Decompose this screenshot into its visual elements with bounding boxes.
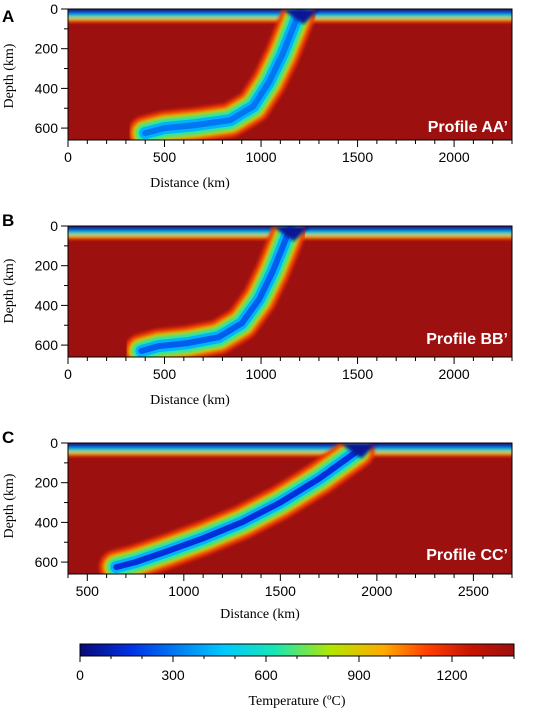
y-tick-label: 0 bbox=[50, 1, 58, 17]
slab bbox=[99, 443, 378, 574]
y-tick-label: 600 bbox=[35, 337, 59, 353]
colorbar-tick-label: 900 bbox=[347, 667, 371, 683]
x-tick-label: 1000 bbox=[245, 366, 276, 382]
x-tick-label: 0 bbox=[64, 149, 72, 165]
y-tick-label: 200 bbox=[35, 258, 59, 274]
trench-cold-wedge bbox=[281, 9, 320, 25]
y-tick-label: 600 bbox=[35, 554, 59, 570]
x-axis: 0 500 1000 1500 2000 bbox=[64, 357, 513, 382]
y-axis-label-c: Depth (km) bbox=[2, 473, 17, 538]
x-tick-label: 500 bbox=[153, 149, 177, 165]
y-tick-label: 400 bbox=[35, 80, 59, 96]
x-axis: 0 500 1000 1500 2000 bbox=[64, 140, 513, 165]
plot-c: 500 1000 1500 2000 2500 0 200 400 600 bbox=[35, 435, 513, 599]
heatmap-field bbox=[68, 226, 512, 357]
profile-label-b: Profile BB’ bbox=[426, 331, 508, 348]
plot-frame bbox=[67, 8, 513, 141]
slab bbox=[124, 226, 310, 357]
x-tick-label: 0 bbox=[64, 366, 72, 382]
y-axis: 0 200 400 600 bbox=[35, 1, 68, 136]
slab bbox=[128, 9, 320, 140]
x-axis-label-c: Distance (km) bbox=[220, 607, 300, 622]
y-tick-label: 0 bbox=[50, 435, 58, 451]
y-axis-label-b: Depth (km) bbox=[2, 258, 17, 323]
colorbar-tick-label: 0 bbox=[76, 667, 84, 683]
colorbar-tick-label: 1200 bbox=[436, 667, 467, 683]
x-tick-label: 2000 bbox=[439, 149, 470, 165]
lithosphere-band bbox=[68, 446, 512, 450]
colorbar: 0 300 600 900 1200 Temperature (ºC) bbox=[76, 643, 515, 709]
profile-label-c: Profile CC’ bbox=[426, 547, 508, 564]
heatmap-field bbox=[68, 443, 512, 574]
y-tick-label: 600 bbox=[35, 120, 59, 136]
profile-label-a: Profile AA’ bbox=[428, 119, 508, 136]
x-axis-label-b: Distance (km) bbox=[150, 393, 230, 408]
x-axis: 500 1000 1500 2000 2500 bbox=[67, 574, 513, 599]
panel-letter-a: A bbox=[2, 7, 14, 26]
slab-isotherm bbox=[142, 9, 303, 137]
colorbar-tick-label: 600 bbox=[254, 667, 278, 683]
y-tick-label: 200 bbox=[35, 41, 59, 57]
panel-letter-c: C bbox=[2, 428, 14, 447]
panel-c: C 500 1000 1500 2000 2500 0 200 400 600 Profile … bbox=[2, 428, 513, 622]
y-tick-label: 400 bbox=[35, 514, 59, 530]
colorbar-tick-label: 300 bbox=[161, 667, 185, 683]
colorbar-gradient bbox=[79, 643, 515, 657]
x-axis-label-a: Distance (km) bbox=[150, 176, 230, 191]
x-tick-label: 500 bbox=[153, 366, 177, 382]
slab-isotherm bbox=[138, 226, 293, 354]
panel-b: B 0 500 1000 1500 2000 0 200 400 600 Profile BB’… bbox=[2, 211, 513, 408]
lithosphere-band bbox=[68, 452, 512, 455]
lithosphere-band bbox=[68, 454, 512, 457]
trench-cold-wedge bbox=[339, 443, 378, 459]
lithosphere-layer bbox=[68, 443, 512, 457]
panel-letter-b: B bbox=[2, 211, 14, 230]
x-tick-label: 2000 bbox=[361, 583, 392, 599]
y-tick-label: 0 bbox=[50, 218, 58, 234]
x-tick-label: 1000 bbox=[245, 149, 276, 165]
lithosphere-band bbox=[68, 449, 512, 453]
panel-a: A 0 500 1000 1500 2000 0 200 400 600 Profile AA’… bbox=[2, 1, 513, 191]
x-tick-label: 2000 bbox=[439, 366, 470, 382]
plot-frame bbox=[67, 225, 513, 358]
x-tick-label: 1000 bbox=[168, 583, 199, 599]
plot-b: 0 500 1000 1500 2000 0 200 400 600 bbox=[35, 218, 513, 382]
lithosphere-band bbox=[68, 443, 512, 447]
x-tick-label: 1500 bbox=[342, 366, 373, 382]
y-axis: 0 200 400 600 bbox=[35, 218, 68, 353]
y-tick-label: 400 bbox=[35, 297, 59, 313]
y-axis: 0 200 400 600 bbox=[35, 435, 68, 570]
y-axis-label-a: Depth (km) bbox=[2, 43, 17, 108]
y-tick-label: 200 bbox=[35, 475, 59, 491]
x-tick-label: 1500 bbox=[265, 583, 296, 599]
heatmap-field bbox=[68, 9, 512, 140]
x-tick-label: 500 bbox=[76, 583, 100, 599]
plot-frame bbox=[67, 442, 513, 575]
colorbar-ticks: 0 300 600 900 1200 bbox=[76, 656, 515, 683]
trench-cold-wedge bbox=[272, 226, 310, 242]
plot-a: 0 500 1000 1500 2000 0 200 400 600 bbox=[35, 1, 513, 165]
x-tick-label: 1500 bbox=[342, 149, 373, 165]
slab-isotherm bbox=[113, 447, 361, 571]
colorbar-label: Temperature (ºC) bbox=[248, 694, 345, 709]
x-tick-label: 2500 bbox=[458, 583, 489, 599]
